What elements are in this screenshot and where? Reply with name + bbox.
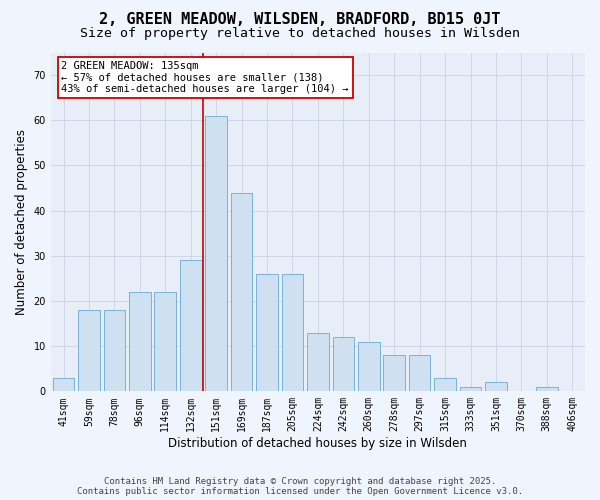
Bar xyxy=(256,274,278,392)
Bar xyxy=(307,332,329,392)
Bar xyxy=(332,337,354,392)
Bar xyxy=(434,378,456,392)
Bar xyxy=(231,192,253,392)
Y-axis label: Number of detached properties: Number of detached properties xyxy=(15,129,28,315)
Bar xyxy=(485,382,507,392)
Bar xyxy=(281,274,303,392)
Bar xyxy=(129,292,151,392)
Bar xyxy=(536,387,557,392)
Bar xyxy=(180,260,202,392)
Bar xyxy=(78,310,100,392)
X-axis label: Distribution of detached houses by size in Wilsden: Distribution of detached houses by size … xyxy=(169,437,467,450)
Bar xyxy=(53,378,74,392)
Text: Contains HM Land Registry data © Crown copyright and database right 2025.
Contai: Contains HM Land Registry data © Crown c… xyxy=(77,476,523,496)
Bar xyxy=(383,355,405,392)
Bar xyxy=(205,116,227,392)
Bar xyxy=(104,310,125,392)
Bar xyxy=(358,342,380,392)
Text: 2 GREEN MEADOW: 135sqm
← 57% of detached houses are smaller (138)
43% of semi-de: 2 GREEN MEADOW: 135sqm ← 57% of detached… xyxy=(61,61,349,94)
Text: Size of property relative to detached houses in Wilsden: Size of property relative to detached ho… xyxy=(80,28,520,40)
Bar xyxy=(154,292,176,392)
Bar xyxy=(460,387,481,392)
Bar xyxy=(409,355,430,392)
Text: 2, GREEN MEADOW, WILSDEN, BRADFORD, BD15 0JT: 2, GREEN MEADOW, WILSDEN, BRADFORD, BD15… xyxy=(99,12,501,28)
